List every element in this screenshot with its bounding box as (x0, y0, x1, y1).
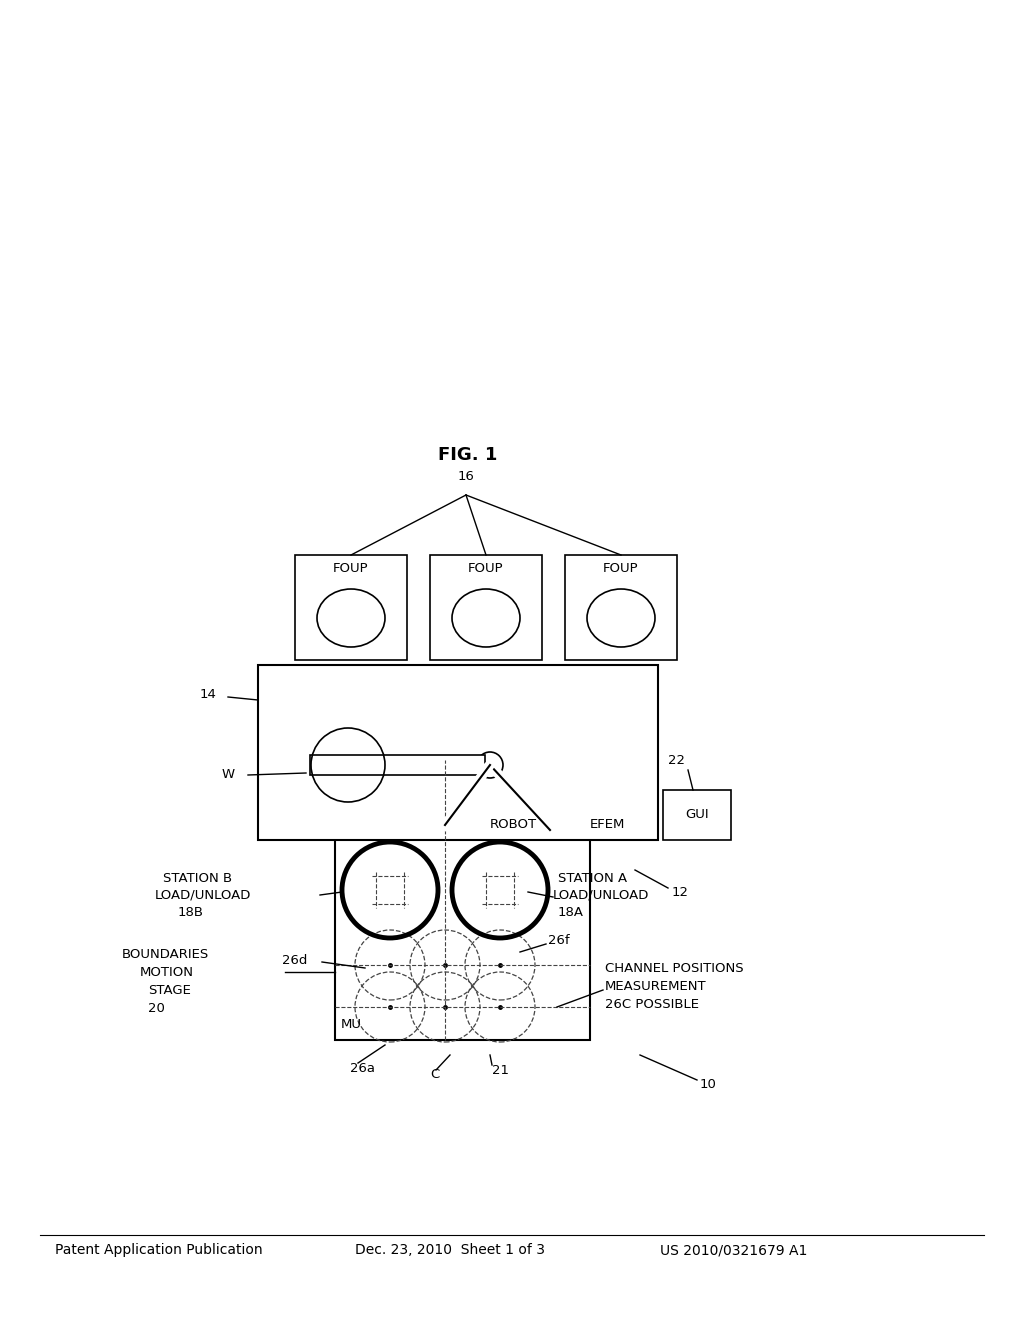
Bar (335, 760, 590, 1040)
Text: EFEM: EFEM (590, 818, 626, 832)
Text: CHANNEL POSITIONS: CHANNEL POSITIONS (605, 962, 743, 975)
Text: 26f: 26f (548, 933, 569, 946)
Bar (295, 554, 407, 660)
Text: LOAD/UNLOAD: LOAD/UNLOAD (155, 888, 251, 902)
Text: Dec. 23, 2010  Sheet 1 of 3: Dec. 23, 2010 Sheet 1 of 3 (355, 1243, 545, 1257)
Text: 18B: 18B (178, 906, 204, 919)
Text: STATION B: STATION B (163, 871, 232, 884)
Text: 22: 22 (668, 754, 685, 767)
Text: US 2010/0321679 A1: US 2010/0321679 A1 (660, 1243, 807, 1257)
Circle shape (477, 752, 503, 777)
Text: 14: 14 (200, 689, 217, 701)
Bar (310, 755, 485, 775)
Text: 26C POSSIBLE: 26C POSSIBLE (605, 998, 699, 1011)
Text: MOTION: MOTION (140, 965, 194, 978)
Text: LOAD/UNLOAD: LOAD/UNLOAD (553, 888, 649, 902)
Text: BOUNDARIES: BOUNDARIES (122, 948, 209, 961)
Text: STATION A: STATION A (558, 871, 627, 884)
Text: C: C (430, 1068, 439, 1081)
Text: ROBOT: ROBOT (490, 818, 538, 832)
Text: FOUP: FOUP (468, 562, 504, 576)
Text: MEASUREMENT: MEASUREMENT (605, 981, 707, 994)
Text: 21: 21 (492, 1064, 509, 1077)
Text: 26a: 26a (350, 1061, 375, 1074)
Text: 26d: 26d (282, 953, 307, 966)
Text: STAGE: STAGE (148, 983, 190, 997)
Bar (565, 554, 677, 660)
Text: GUI: GUI (685, 808, 709, 821)
Bar (663, 789, 731, 840)
Text: FOUP: FOUP (603, 562, 639, 576)
Text: FOUP: FOUP (333, 562, 369, 576)
Bar (430, 554, 542, 660)
Text: FIG. 1: FIG. 1 (438, 446, 498, 465)
Text: 12: 12 (672, 886, 689, 899)
Text: W: W (222, 768, 236, 781)
Text: 10: 10 (700, 1078, 717, 1092)
Text: 18A: 18A (558, 906, 584, 919)
Text: Patent Application Publication: Patent Application Publication (55, 1243, 262, 1257)
Text: 20: 20 (148, 1002, 165, 1015)
Bar (258, 665, 658, 840)
Text: 16: 16 (458, 470, 475, 483)
Text: MU: MU (341, 1019, 362, 1031)
